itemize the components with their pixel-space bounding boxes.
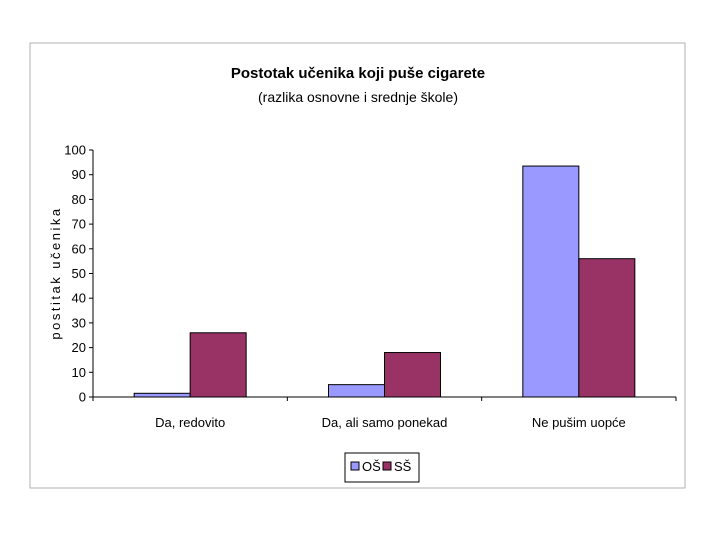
x-tick-label: Da, redovito [155,415,225,430]
bar-os-0 [133,392,191,398]
bar-ss-1 [384,352,441,398]
x-tick-label: Ne pušim uopće [532,415,626,430]
y-tick-label: 80 [72,192,86,207]
bar-ss-0 [189,332,247,398]
bar-os-1 [328,384,385,398]
y-axis-label: postitak učenika [48,206,63,339]
legend: OŠ SŠ [344,452,420,483]
y-tick-label: 100 [64,143,86,158]
legend-label-os: OŠ [362,459,381,474]
legend-swatch-os [350,461,360,471]
plot-area: 0 10 20 30 40 50 60 70 80 90 100 Da, redovito Da, al… [64,143,677,430]
y-tick-label: 30 [72,315,86,330]
legend-swatch-ss [382,461,392,471]
x-tick-label: Da, ali samo ponekad [322,415,448,430]
y-tick-label: 10 [72,365,86,380]
y-tick-label: 60 [72,241,86,256]
chart-title: Postotak učenika koji puše cigarete [231,65,485,82]
y-tick-label: 90 [72,167,86,182]
y-tick-label: 0 [79,390,86,405]
y-tick-label: 40 [72,291,86,306]
y-tick-label: 50 [72,266,86,281]
legend-label-ss: SŠ [394,459,412,474]
bar-ss-2 [578,258,636,398]
bar-os-2 [522,165,580,398]
y-tick-label: 70 [72,217,86,232]
chart-subtitle: (razlika osnovne i srednje škole) [258,89,458,105]
y-tick-label: 20 [72,340,86,355]
